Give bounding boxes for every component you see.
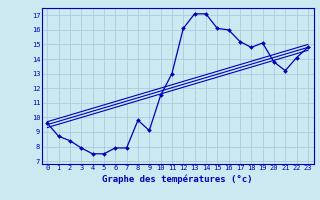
X-axis label: Graphe des températures (°c): Graphe des températures (°c) — [102, 174, 253, 184]
